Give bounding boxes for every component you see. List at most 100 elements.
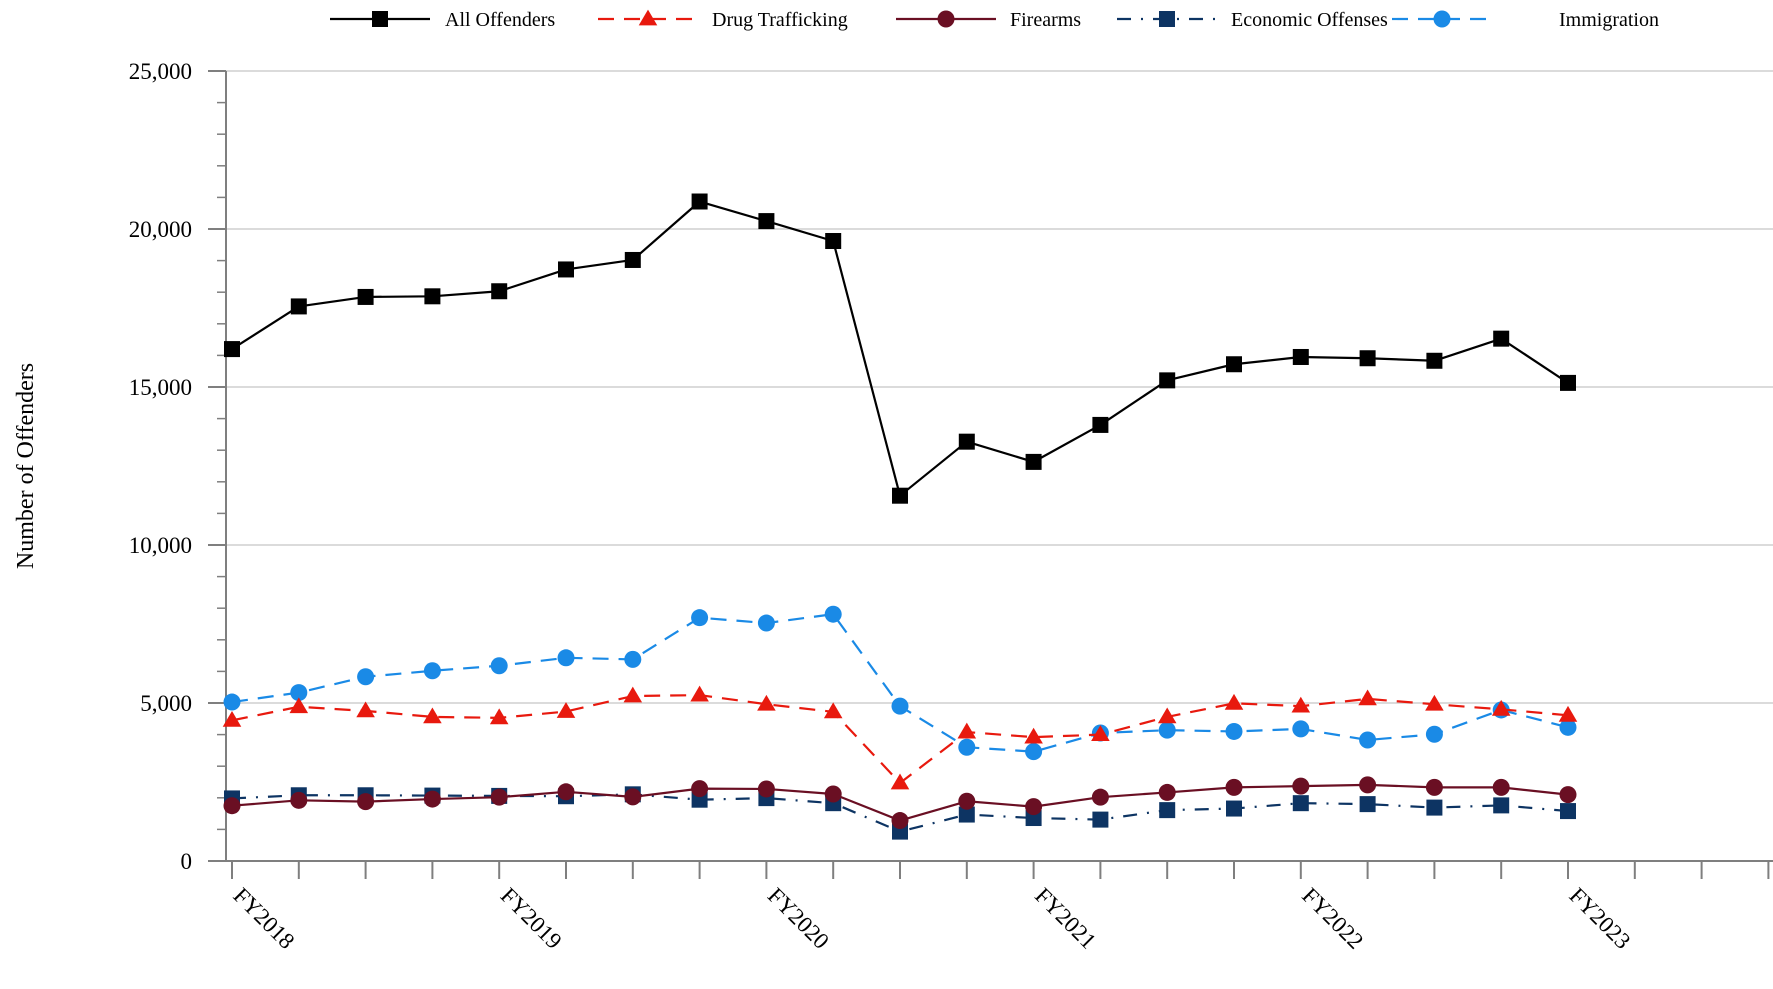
data-point — [1157, 707, 1177, 724]
series-line — [231, 200, 1569, 497]
data-point — [890, 773, 910, 790]
data-point — [1159, 11, 1175, 27]
y-tick-label: 5,000 — [140, 691, 192, 716]
y-tick-label: 25,000 — [129, 59, 192, 84]
data-point — [1225, 722, 1243, 740]
data-point — [1292, 348, 1309, 365]
data-point — [825, 233, 842, 250]
x-tick-label: FY2019 — [496, 883, 567, 954]
data-point — [1158, 721, 1176, 739]
data-point — [757, 694, 776, 711]
data-point — [423, 707, 442, 724]
data-point — [624, 650, 642, 668]
data-point — [623, 686, 643, 703]
legend-item: Firearms — [896, 9, 1081, 31]
data-point — [1425, 778, 1443, 796]
legend-item: Drug Trafficking — [598, 9, 848, 31]
data-point — [757, 614, 775, 632]
y-tick-label: 20,000 — [129, 217, 192, 242]
series-drug-trafficking — [222, 685, 1578, 790]
data-point — [491, 283, 508, 300]
grid-lines — [226, 70, 1773, 704]
data-point — [1359, 776, 1377, 794]
data-point — [1358, 689, 1377, 706]
y-tick-label: 0 — [181, 849, 193, 874]
data-point — [1091, 788, 1109, 806]
series-firearms — [223, 776, 1577, 830]
data-point — [556, 702, 576, 718]
data-point — [1559, 786, 1577, 804]
x-tick-label: FY2021 — [1030, 883, 1101, 954]
data-point — [490, 657, 508, 675]
data-point — [824, 785, 842, 803]
data-point — [1159, 372, 1176, 389]
data-point — [224, 341, 240, 358]
data-point — [937, 10, 955, 28]
data-point — [1292, 795, 1309, 812]
data-point — [1091, 725, 1110, 741]
data-point — [357, 668, 375, 686]
data-point — [290, 791, 308, 809]
data-point — [1359, 350, 1376, 367]
data-point — [290, 298, 307, 315]
data-point — [1291, 696, 1311, 713]
x-tick-label: FY2018 — [228, 883, 299, 954]
data-point — [1493, 330, 1510, 347]
data-point — [1426, 799, 1443, 816]
data-point — [892, 487, 908, 504]
data-point — [1493, 797, 1510, 814]
data-point — [1158, 783, 1176, 801]
legend-label: All Offenders — [445, 9, 555, 31]
legend-item: Immigration — [1392, 9, 1659, 31]
data-point — [1025, 453, 1042, 470]
x-tick-label: FY2020 — [763, 883, 834, 954]
data-point — [958, 738, 976, 756]
data-point — [624, 788, 642, 806]
data-point — [624, 251, 641, 268]
data-point — [1359, 796, 1376, 813]
data-point — [1224, 693, 1244, 710]
data-point — [1433, 10, 1451, 28]
data-point — [691, 609, 709, 627]
data-point — [1226, 356, 1242, 373]
data-point — [891, 812, 909, 830]
data-point — [1560, 374, 1576, 391]
data-point — [958, 792, 976, 810]
data-point — [558, 261, 574, 278]
data-point — [356, 701, 375, 718]
data-point — [557, 783, 575, 801]
data-point — [638, 9, 658, 26]
data-point — [691, 193, 708, 210]
data-point — [824, 605, 842, 623]
legend-item: All Offenders — [330, 9, 555, 31]
data-point — [1359, 731, 1377, 749]
data-point — [372, 11, 388, 27]
data-point — [222, 710, 242, 727]
data-point — [1425, 725, 1443, 743]
series-all-offenders — [224, 193, 1576, 504]
data-point — [1292, 777, 1310, 795]
legend-label: Immigration — [1559, 9, 1659, 31]
data-point — [424, 288, 441, 305]
series-line — [231, 793, 1569, 833]
data-point — [1426, 352, 1443, 369]
y-tick-label: 10,000 — [129, 533, 192, 558]
data-point — [691, 780, 709, 798]
y-tick-label: 15,000 — [129, 375, 192, 400]
data-point — [891, 697, 909, 715]
series-line — [231, 613, 1569, 753]
data-point — [490, 788, 508, 806]
x-tick-label: FY2022 — [1297, 883, 1368, 954]
series-group — [222, 193, 1578, 840]
data-point — [1491, 699, 1511, 716]
data-point — [758, 213, 775, 230]
series-immigration — [223, 605, 1577, 761]
data-point — [1560, 803, 1576, 820]
data-point — [1559, 718, 1577, 736]
data-point — [223, 693, 241, 711]
data-point — [1226, 800, 1242, 817]
data-point — [1225, 778, 1243, 796]
data-point — [423, 790, 441, 808]
data-point — [1024, 727, 1043, 744]
